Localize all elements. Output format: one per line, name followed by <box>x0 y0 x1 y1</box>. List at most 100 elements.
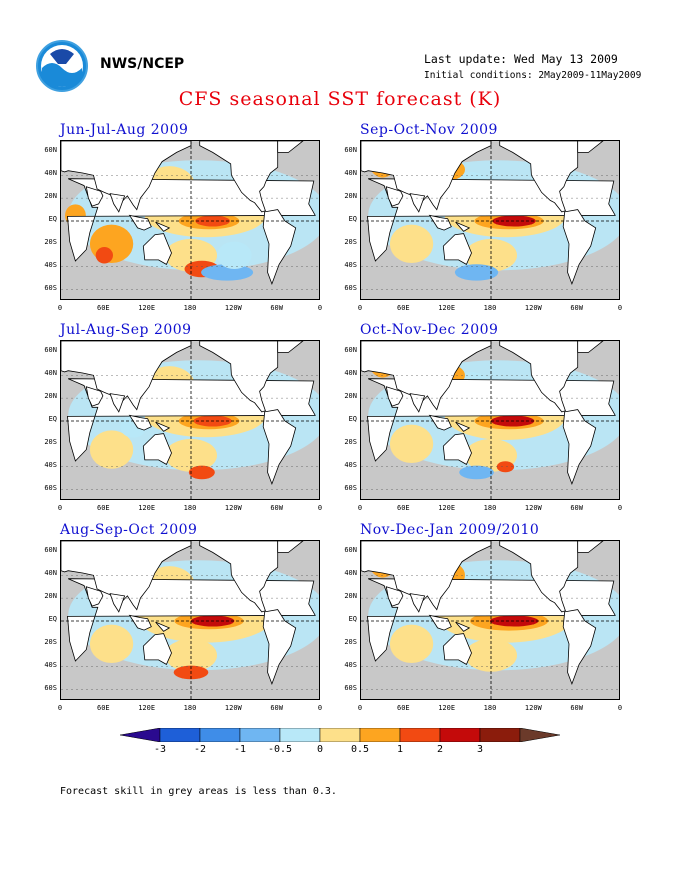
page-title: CFS seasonal SST forecast (K) <box>178 88 502 110</box>
lon-label: 120W <box>224 504 242 512</box>
lon-label: 60E <box>97 504 110 512</box>
lon-label: 0 <box>617 504 623 512</box>
sst-map-panel: 60N 40N 20N EQ 20S 40S 60S 0 60E 120E 180 120W 60W 0 <box>344 140 622 312</box>
lat-label: 20S <box>344 237 357 246</box>
colorbar-swatch <box>439 728 481 742</box>
panel-title: Jul-Aug-Sep 2009 <box>60 322 192 338</box>
colorbar-swatch <box>239 728 281 742</box>
lon-label: 0 <box>357 304 363 312</box>
lat-label: 40S <box>344 260 357 269</box>
lat-label: EQ <box>348 415 357 423</box>
panel-title: Sep-Oct-Nov 2009 <box>360 122 498 138</box>
lat-label: 60S <box>44 283 57 292</box>
initial-conditions: Initial conditions: 2May2009-11May2009 <box>424 70 642 81</box>
colorbar-label: 0.5 <box>350 744 370 755</box>
lat-label: 60N <box>44 346 57 355</box>
colorbar-swatch <box>120 728 161 742</box>
lon-label: 0 <box>317 704 323 712</box>
lon-label: 0 <box>617 704 623 712</box>
lon-label: 0 <box>57 704 63 712</box>
colorbar-label: 3 <box>476 744 484 755</box>
lon-label: 0 <box>617 304 623 312</box>
lat-label: 20N <box>344 392 357 401</box>
lat-label: 40N <box>44 369 57 378</box>
sst-map-panel: 60N 40N 20N EQ 20S 40S 60S 0 60E 120E 180 120W 60W 0 <box>44 540 322 712</box>
lat-label: 60N <box>344 146 357 155</box>
lon-label: 120E <box>438 304 456 312</box>
colorbar-swatch <box>399 728 441 742</box>
lat-label: 60S <box>44 683 57 692</box>
lon-label: 120E <box>438 704 456 712</box>
lon-label: 180 <box>483 304 497 312</box>
sst-map-panel: 60N 40N 20N EQ 20S 40S 60S 0 60E 120E 180 120W 60W 0 <box>44 340 322 512</box>
sst-map <box>361 541 619 699</box>
lon-label: 60W <box>270 304 283 312</box>
lon-label: 180 <box>483 704 497 712</box>
lon-label: 120E <box>138 504 156 512</box>
lat-label: 60N <box>344 546 357 555</box>
lat-label: 60N <box>44 146 57 155</box>
colorbar-swatch <box>199 728 241 742</box>
colorbar-label: 2 <box>436 744 444 755</box>
lat-label: 40N <box>44 569 57 578</box>
lon-label: 60W <box>570 504 583 512</box>
lon-label: 180 <box>183 304 197 312</box>
lat-label: 40S <box>44 660 57 669</box>
panel-title: Nov-Dec-Jan 2009/2010 <box>360 522 540 538</box>
sst-map-panel: 60N 40N 20N EQ 20S 40S 60S 0 60E 120E 180 120W 60W 0 <box>44 140 322 312</box>
lat-label: 60S <box>344 483 357 492</box>
panel-title: Oct-Nov-Dec 2009 <box>360 322 499 338</box>
lat-label: 20S <box>344 637 357 646</box>
lat-label: 60S <box>344 283 357 292</box>
lat-label: 20N <box>44 392 57 401</box>
lon-label: 120E <box>138 304 156 312</box>
lat-label: EQ <box>348 215 357 223</box>
lon-label: 180 <box>183 704 197 712</box>
sst-map <box>61 341 319 499</box>
colorbar <box>120 728 560 742</box>
noaa-logo <box>36 40 88 92</box>
colorbar-label: 0 <box>316 744 324 755</box>
lon-label: 60W <box>570 304 583 312</box>
lon-label: 120W <box>524 304 542 312</box>
lon-label: 60W <box>270 704 283 712</box>
colorbar-label: -0.5 <box>267 744 293 755</box>
colorbar-swatch <box>319 728 361 742</box>
lat-label: 60S <box>44 483 57 492</box>
lat-label: 40N <box>344 169 357 178</box>
colorbar-swatch <box>159 728 201 742</box>
sst-map <box>61 541 319 699</box>
org-name: NWS/NCEP <box>100 56 185 72</box>
lon-label: 0 <box>57 504 63 512</box>
lat-label: 40N <box>344 369 357 378</box>
colorbar-label: 1 <box>396 744 404 755</box>
lon-label: 60E <box>397 704 410 712</box>
panel-title: Aug-Sep-Oct 2009 <box>60 522 198 538</box>
lat-label: EQ <box>48 415 57 423</box>
lon-label: 120E <box>138 704 156 712</box>
sst-map <box>361 141 619 299</box>
sst-map-panel: 60N 40N 20N EQ 20S 40S 60S 0 60E 120E 180 120W 60W 0 <box>344 340 622 512</box>
lon-label: 120W <box>224 304 242 312</box>
lon-label: 0 <box>357 504 363 512</box>
lat-label: 20N <box>44 192 57 201</box>
lat-label: 60N <box>344 346 357 355</box>
lat-label: 60S <box>344 683 357 692</box>
lon-label: 60E <box>397 304 410 312</box>
lon-label: 0 <box>317 304 323 312</box>
panel-title: Jun-Jul-Aug 2009 <box>60 122 189 138</box>
lon-label: 60W <box>570 704 583 712</box>
lat-label: 20N <box>344 592 357 601</box>
lon-label: 60W <box>270 504 283 512</box>
sst-map-panel: 60N 40N 20N EQ 20S 40S 60S 0 60E 120E 180 120W 60W 0 <box>344 540 622 712</box>
lon-label: 180 <box>183 504 197 512</box>
lon-label: 0 <box>357 704 363 712</box>
footnote: Forecast skill in grey areas is less tha… <box>60 786 337 797</box>
sst-map <box>61 141 319 299</box>
lon-label: 60E <box>397 504 410 512</box>
lat-label: 60N <box>44 546 57 555</box>
sst-map <box>361 341 619 499</box>
last-update: Last update: Wed May 13 2009 <box>424 52 618 66</box>
lon-label: 0 <box>57 304 63 312</box>
lat-label: 20S <box>344 437 357 446</box>
